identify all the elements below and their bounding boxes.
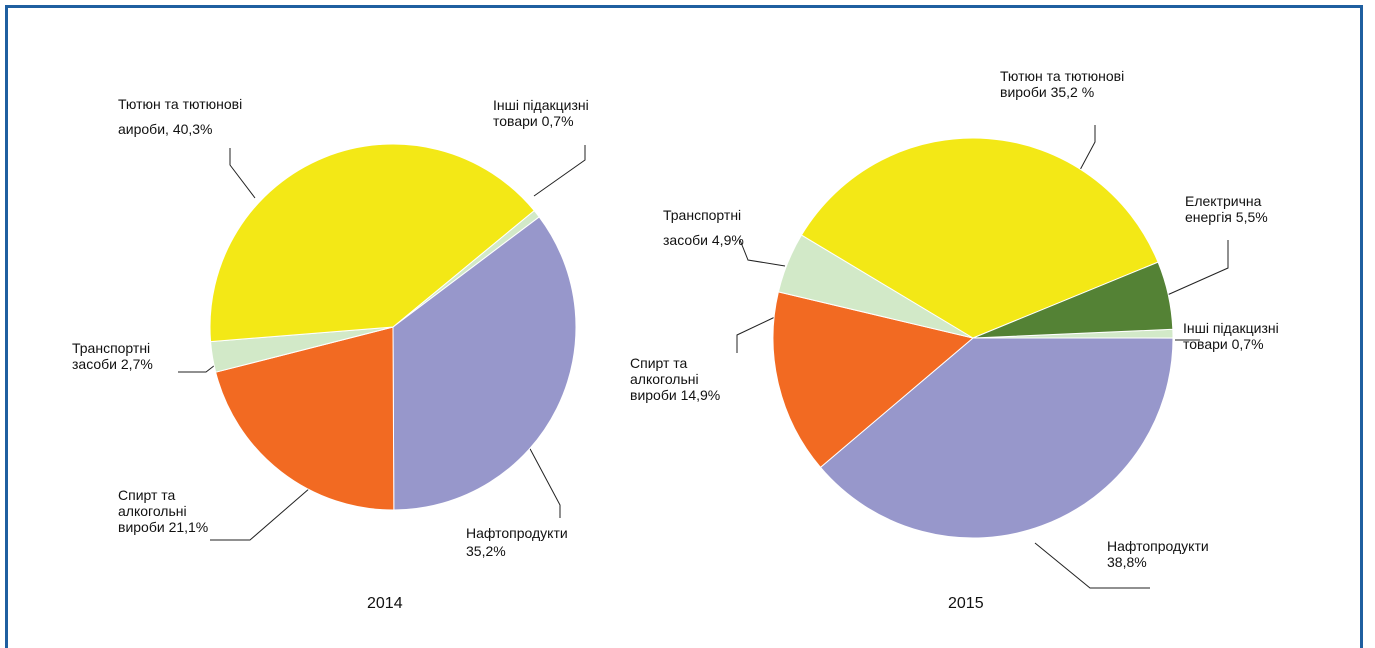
leader-line xyxy=(1079,125,1096,171)
slice-label: Транспортні засоби 4,9% xyxy=(663,203,763,253)
leader-line xyxy=(229,148,256,199)
value-label: 35,2 % xyxy=(1050,84,1095,100)
leader-lines xyxy=(178,125,1229,589)
leader-line xyxy=(1164,240,1229,297)
category-name: Тютюн та тютюнові вироби xyxy=(1000,68,1125,100)
chart-title: 2014 xyxy=(367,595,403,612)
value-label: 14,9% xyxy=(680,387,721,403)
category-name: Транспортні засоби xyxy=(663,207,742,248)
slice-label: Інші підакцизні товари 0,7% xyxy=(493,97,618,129)
pie-slice xyxy=(972,261,1174,339)
leader-line xyxy=(739,239,786,267)
slice-label: Електрична енергія 5,5% xyxy=(1185,193,1280,225)
pie xyxy=(772,137,1174,539)
slice-label: Інші підакцизні товари 0,7% xyxy=(1183,320,1313,352)
category-name: Транспортні засоби xyxy=(72,340,151,372)
value-label: 5,5% xyxy=(1235,209,1268,225)
value-label: 0,7% xyxy=(541,113,574,129)
slice-label: Нафтопродукти 35,2% xyxy=(466,524,578,560)
slice-label: Транспортні засоби 2,7% xyxy=(72,340,172,372)
leader-line xyxy=(527,444,561,518)
pie-slice xyxy=(800,137,1159,339)
category-name: Електрична енергія xyxy=(1185,193,1262,225)
value-label: 21,1% xyxy=(168,519,209,535)
leader-line xyxy=(178,361,220,373)
category-name: Інші підакцизні товари xyxy=(493,97,589,129)
value-label: 35,2% xyxy=(466,543,506,559)
pie-slice xyxy=(819,337,1174,539)
category-name: Інші підакцизні товари xyxy=(1183,320,1279,352)
leader-line xyxy=(210,487,311,541)
category-name: Тютюн та тютюнові аироби, xyxy=(118,96,243,137)
category-name: Спирт та алкогольні вироби xyxy=(630,355,699,403)
slice-label: Тютюн та тютюнові вироби 35,2 % xyxy=(1000,68,1145,100)
slice-label: Спирт та алкогольні вироби 21,1% xyxy=(118,487,218,535)
pie xyxy=(209,143,577,511)
category-name: Спирт та алкогольні вироби xyxy=(118,487,187,535)
leader-line xyxy=(1034,542,1150,589)
frame xyxy=(5,5,1363,648)
chart-title: 2015 xyxy=(948,595,984,612)
slice-label: Тютюн та тютюнові аироби, 40,3% xyxy=(118,92,268,142)
value-label: 38,8% xyxy=(1107,554,1147,570)
slice-label: Спирт та алкогольні вироби 14,9% xyxy=(630,355,730,403)
value-label: 4,9% xyxy=(711,232,744,248)
pie-slice xyxy=(215,326,395,511)
category-name: Нафтопродукти xyxy=(1107,538,1209,554)
leader-line xyxy=(533,145,586,197)
value-label: 0,7% xyxy=(1231,336,1264,352)
value-label: 40,3% xyxy=(172,121,213,137)
pie-slice xyxy=(209,143,535,343)
leader-line xyxy=(736,316,776,353)
category-name: Нафтопродукти xyxy=(466,525,568,541)
pie-slice xyxy=(772,291,975,469)
slice-label: Нафтопродукти 38,8% xyxy=(1107,538,1219,570)
pie-slice xyxy=(392,216,577,511)
value-label: 2,7% xyxy=(120,356,153,372)
